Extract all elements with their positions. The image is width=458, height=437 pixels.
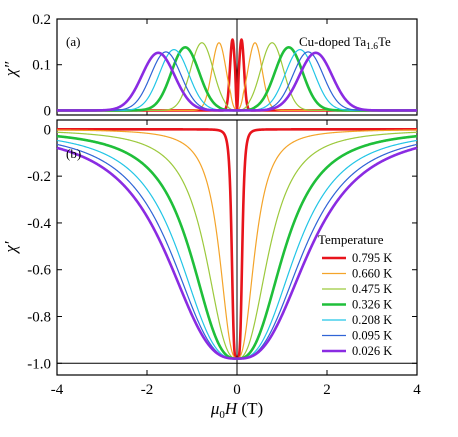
chi-real-series-line bbox=[56, 146, 418, 360]
panel-a-label: (a) bbox=[66, 34, 80, 49]
panel-b-ytick-label: -1.0 bbox=[27, 356, 51, 372]
panel-a-curves bbox=[56, 38, 418, 112]
legend-label: 0.208 K bbox=[352, 313, 392, 327]
legend-items: 0.795 K 0.660 K0.475 K 0.326 K0.208 K 0.095… bbox=[322, 251, 392, 358]
material-annotation: Cu-doped Ta1.6Te bbox=[299, 34, 391, 52]
panel-b-ytick-label: -0.4 bbox=[27, 216, 51, 232]
panel-a-ticks: 0 0.1 0.2 bbox=[32, 12, 418, 119]
panel-a-ytick-label: 0 bbox=[44, 103, 52, 119]
x-tick-label: 2 bbox=[323, 382, 331, 398]
legend-label: 0.026 K bbox=[352, 344, 392, 358]
chi-imag-series-line bbox=[56, 51, 418, 112]
panel-b-ytick-label: -0.8 bbox=[27, 310, 51, 326]
panel-b-ytick-label: -0.6 bbox=[27, 263, 51, 279]
legend-label: 0.660 K bbox=[352, 267, 392, 281]
x-tick-label: 0 bbox=[233, 382, 241, 398]
panel-b-ticks: 0 -0.2 -0.4 -0.6 -0.8 -1.0-4 -2 0 2 4 bbox=[27, 120, 421, 398]
legend-label: 0.095 K bbox=[352, 329, 392, 343]
panel-b-ytick-label: 0 bbox=[44, 122, 52, 138]
panel-a-ytick-label: 0.2 bbox=[32, 12, 51, 28]
panel-b-ytick-label: -0.2 bbox=[27, 169, 51, 185]
panel-b-ylabel: χ′ bbox=[1, 241, 20, 254]
x-tick-label: 4 bbox=[413, 382, 421, 398]
legend-label: 0.795 K bbox=[352, 251, 392, 265]
panel-b-curves bbox=[56, 128, 418, 360]
panel-b: 0 -0.2 -0.4 -0.6 -0.8 -1.0-4 -2 0 2 4 (b) χ′ μ0H … bbox=[1, 119, 421, 421]
panel-b-label: (b) bbox=[66, 146, 81, 161]
x-tick-label: -2 bbox=[141, 382, 154, 398]
panel-a-ylabel: χ″ bbox=[1, 61, 20, 78]
legend-label: 0.326 K bbox=[352, 298, 392, 312]
legend: Temperature 0.795 K 0.660 K0.475 K 0.326 K… bbox=[318, 232, 392, 358]
legend-title: Temperature bbox=[318, 232, 384, 247]
panel-a: 0 0.1 0.2 (a) Cu-doped Ta1.6Te χ″ bbox=[1, 12, 418, 119]
x-axis-title: μ0H (T) bbox=[210, 399, 263, 421]
panel-a-ytick-label: 0.1 bbox=[32, 58, 51, 74]
x-tick-label: -4 bbox=[51, 382, 64, 398]
legend-label: 0.475 K bbox=[352, 282, 392, 296]
